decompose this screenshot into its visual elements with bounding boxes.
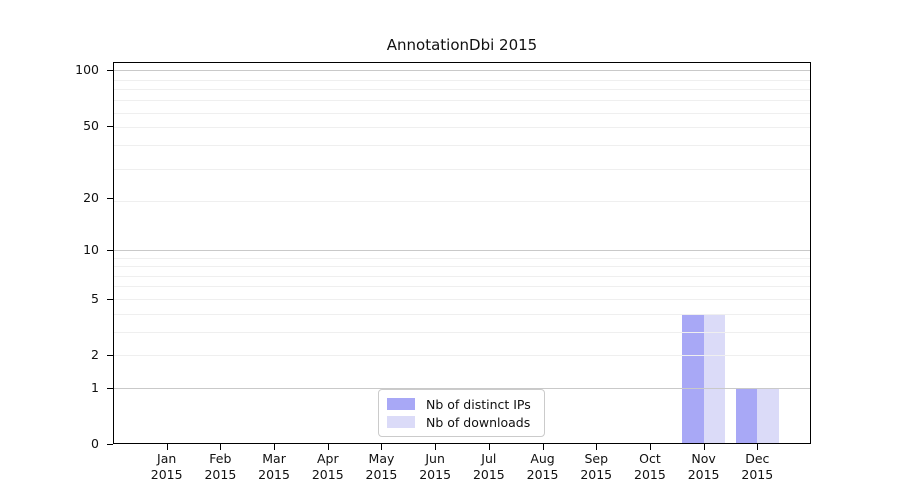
plot-area <box>113 62 811 444</box>
x-tick-aug <box>542 444 544 450</box>
x-tick-jun <box>435 444 437 450</box>
y-tick-100 <box>107 70 113 72</box>
x-tick-dec <box>757 444 759 450</box>
x-tick-feb <box>220 444 222 450</box>
gridline-minor <box>113 89 811 91</box>
gridline-minor <box>113 286 811 288</box>
gridline-minor <box>113 266 811 268</box>
bar-dec-downloads <box>757 387 779 444</box>
bar-dec-distinct-ips <box>735 387 758 444</box>
y-tick-label-2: 2 <box>91 347 99 363</box>
bar-nov-distinct-ips <box>682 313 704 444</box>
x-tick-jan <box>166 444 168 450</box>
y-tick-label-1: 1 <box>91 379 99 395</box>
gridline-minor <box>113 355 811 357</box>
gridline-minor <box>113 275 811 277</box>
legend-label-distinct-ips: Nb of distinct IPs <box>426 396 531 412</box>
legend-item-distinct-ips: Nb of distinct IPs <box>387 395 536 413</box>
x-tick-label-aug: Aug 2015 <box>526 451 559 482</box>
y-tick-label-0: 0 <box>91 436 99 451</box>
x-tick-label-sep: Sep 2015 <box>580 451 613 482</box>
x-tick-label-jan: Jan 2015 <box>150 451 183 482</box>
x-tick-may <box>381 444 383 450</box>
y-tick-label-5: 5 <box>91 290 99 306</box>
x-tick-mar <box>274 444 276 450</box>
gridline-minor <box>113 313 811 315</box>
x-tick-label-oct: Oct 2015 <box>634 451 666 482</box>
x-tick-apr <box>327 444 329 450</box>
x-tick-oct <box>649 444 651 450</box>
gridline-minor <box>113 331 811 333</box>
gridline-minor <box>113 127 811 129</box>
x-tick-label-may: May 2015 <box>365 451 398 482</box>
x-tick-nov <box>703 444 705 450</box>
legend-swatch-distinct-ips <box>387 398 415 410</box>
gridline-major <box>113 70 811 72</box>
x-tick-label-nov: Nov 2015 <box>687 451 720 482</box>
gridline-minor <box>113 100 811 102</box>
legend-label-downloads: Nb of downloads <box>426 414 531 430</box>
gridline-major <box>113 249 811 251</box>
chart-title: AnnotationDbi 2015 <box>386 36 538 54</box>
legend-item-downloads: Nb of downloads <box>387 413 536 431</box>
x-tick-label-mar: Mar 2015 <box>258 451 290 482</box>
y-tick-20 <box>107 197 113 199</box>
gridline-minor <box>113 201 811 203</box>
y-tick-label-10: 10 <box>83 241 99 257</box>
legend-swatch-downloads <box>387 416 415 428</box>
y-tick-10 <box>107 249 113 251</box>
bar-nov-downloads <box>703 313 726 444</box>
x-tick-sep <box>596 444 598 450</box>
y-tick-50 <box>107 125 113 127</box>
y-tick-2 <box>107 355 113 357</box>
x-tick-label-jun: Jun 2015 <box>419 451 452 482</box>
y-tick-1 <box>107 387 113 389</box>
gridline-major <box>113 387 811 389</box>
legend: Nb of distinct IPs Nb of downloads <box>378 389 545 437</box>
x-tick-jul <box>488 444 490 450</box>
y-tick-label-100: 100 <box>75 62 99 78</box>
x-tick-label-jul: Jul 2015 <box>472 451 505 482</box>
gridline-minor <box>113 168 811 170</box>
y-tick-0 <box>107 444 113 445</box>
gridline-minor <box>113 298 811 300</box>
y-tick-5 <box>107 298 113 300</box>
gridline-minor <box>113 112 811 114</box>
x-tick-label-dec: Dec 2015 <box>741 451 774 482</box>
x-tick-label-feb: Feb 2015 <box>204 451 237 482</box>
gridline-minor <box>113 257 811 259</box>
gridline-minor <box>113 79 811 81</box>
y-tick-label-50: 50 <box>83 117 99 133</box>
gridline-minor <box>113 145 811 147</box>
x-tick-label-apr: Apr 2015 <box>311 451 344 482</box>
y-tick-label-20: 20 <box>83 189 99 205</box>
